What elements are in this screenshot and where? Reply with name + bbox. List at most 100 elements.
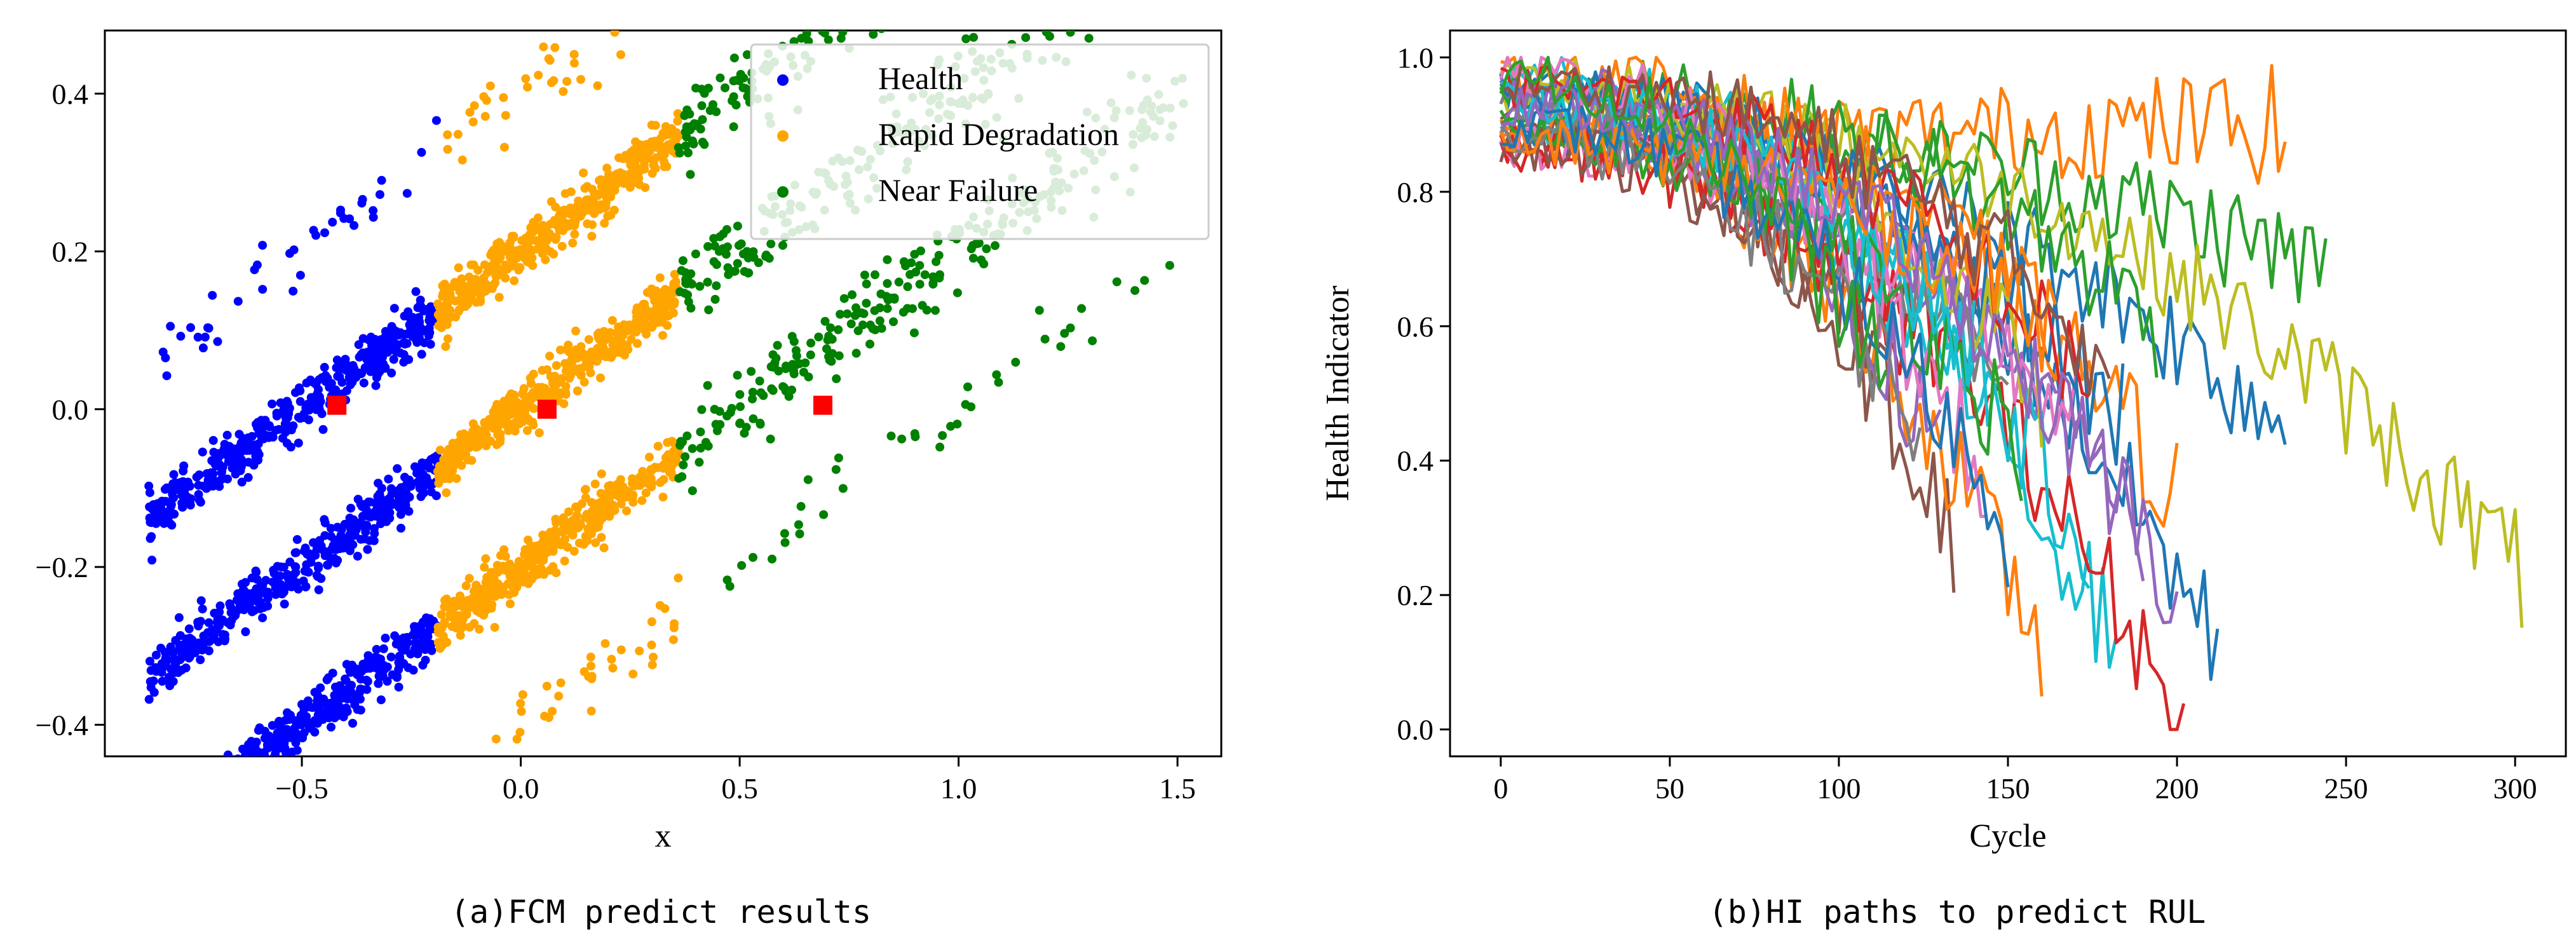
scatter-point [594, 328, 604, 337]
scatter-point [363, 651, 373, 660]
scatter-point [292, 548, 301, 557]
scatter-point [181, 663, 191, 672]
scatter-point [465, 596, 475, 606]
scatter-point [616, 645, 626, 655]
scatter-point [192, 791, 201, 800]
hi-path-line [1499, 126, 1874, 369]
scatter-point [695, 458, 704, 467]
scatter-point [647, 640, 656, 650]
scatter-point [576, 75, 585, 84]
scatter-point [575, 519, 585, 528]
scatter-point [283, 708, 292, 718]
scatter-point [794, 520, 803, 529]
scatter-point [243, 750, 252, 756]
scatter-point [387, 368, 397, 378]
scatter-point [494, 292, 504, 302]
scatter-point [214, 449, 224, 458]
legend-entry: Rapid Degradation [878, 116, 1119, 152]
scatter-point [399, 633, 409, 643]
scatter-point [630, 481, 639, 491]
scatter-point [327, 723, 336, 732]
scatter-point [416, 628, 425, 637]
scatter-point [377, 484, 386, 493]
scatter-point [538, 365, 547, 375]
scatter-point [383, 676, 392, 686]
scatter-point [768, 350, 778, 360]
scatter-point [673, 109, 682, 118]
scatter-point [179, 810, 188, 819]
scatter-point [491, 734, 501, 744]
scatter-point [359, 378, 369, 388]
scatter-point [802, 31, 811, 38]
scatter-point [620, 350, 629, 360]
scatter-point [735, 419, 745, 428]
scatter-point [883, 279, 892, 288]
scatter-point [444, 455, 453, 465]
scatter-point [371, 381, 381, 390]
legend-entry: Health [878, 60, 963, 96]
scatter-point [508, 393, 517, 402]
scatter-point [224, 457, 233, 467]
scatter-point [834, 453, 843, 463]
scatter-point [404, 507, 414, 516]
scatter-point [254, 429, 264, 438]
scatter-point [362, 355, 372, 364]
scatter-point [655, 273, 665, 283]
scatter-point [417, 147, 426, 157]
scatter-point [496, 551, 505, 561]
scatter-point [154, 814, 163, 823]
scatter-point [176, 332, 186, 341]
scatter-point [566, 187, 576, 196]
scatter-point [602, 163, 612, 173]
scatter-point [181, 803, 190, 812]
scatter-point [646, 465, 656, 474]
scatter-point [288, 733, 297, 742]
scatter-point [442, 637, 452, 647]
scatter-point [641, 320, 651, 329]
scatter-point [480, 112, 490, 121]
scatter-point [268, 721, 277, 730]
scatter-point [471, 431, 480, 440]
scatter-point [586, 706, 596, 716]
cluster-center-marker [813, 395, 832, 415]
scatter-point [182, 642, 192, 651]
scatter-point [467, 456, 477, 465]
scatter-point [364, 335, 373, 344]
scatter-point [173, 794, 182, 803]
fcm-ytick-label: 0.2 [52, 236, 89, 268]
scatter-point [561, 381, 571, 391]
scatter-point [408, 313, 417, 322]
scatter-point [458, 602, 468, 611]
scatter-point [451, 622, 460, 631]
scatter-point [796, 501, 806, 511]
scatter-point [145, 819, 154, 828]
scatter-point [681, 452, 690, 461]
scatter-point [442, 299, 452, 308]
scatter-point [222, 430, 232, 440]
scatter-point [197, 782, 206, 791]
scatter-point [160, 801, 169, 810]
scatter-point [836, 310, 845, 319]
scatter-point [320, 531, 330, 540]
scatter-point [708, 100, 717, 109]
scatter-point [578, 349, 588, 358]
scatter-point [370, 344, 379, 353]
scatter-point [458, 288, 467, 297]
scatter-point [570, 229, 580, 239]
scatter-point [722, 575, 732, 585]
scatter-point [406, 482, 416, 491]
scatter-point [312, 545, 322, 554]
scatter-point [569, 58, 579, 68]
scatter-point [358, 194, 367, 204]
scatter-point [290, 562, 300, 571]
scatter-point [229, 765, 238, 773]
scatter-point [448, 466, 458, 475]
scatter-point [323, 673, 333, 683]
scatter-point [479, 273, 489, 283]
scatter-point [234, 604, 243, 614]
scatter-point [335, 372, 344, 381]
scatter-point [621, 344, 630, 353]
scatter-point [225, 599, 234, 608]
scatter-point [674, 143, 683, 153]
scatter-point [660, 459, 670, 468]
